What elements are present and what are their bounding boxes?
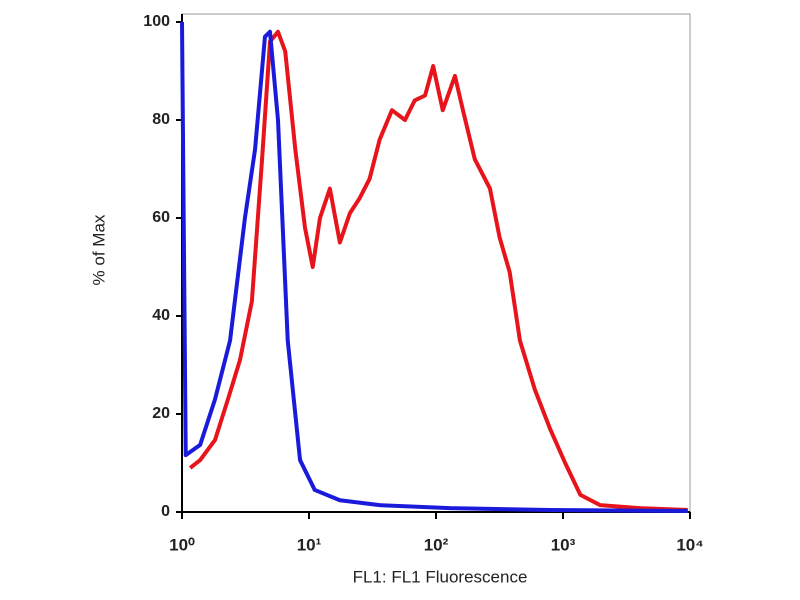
y-tick-label: 80 (152, 111, 170, 128)
x-tick-label: 10⁰ (169, 535, 195, 554)
x-axis-label: FL1: FL1 Fluorescence (353, 567, 528, 586)
series-line (188, 29, 688, 513)
plot-frame (181, 13, 691, 513)
x-tick-label: 10² (424, 535, 449, 554)
x-tick-label: 10³ (551, 535, 576, 554)
y-tick-label: 60 (152, 209, 170, 226)
x-tick-label: 10¹ (297, 535, 322, 554)
x-tick-label: 10⁴ (676, 535, 703, 554)
y-tick-label: 40 (152, 307, 170, 324)
series-line (180, 21, 688, 514)
y-axis-label: % of Max (89, 214, 108, 285)
y-tick-label: 100 (143, 13, 170, 30)
y-tick-label: 0 (161, 503, 170, 520)
y-tick-label: 20 (152, 405, 170, 422)
